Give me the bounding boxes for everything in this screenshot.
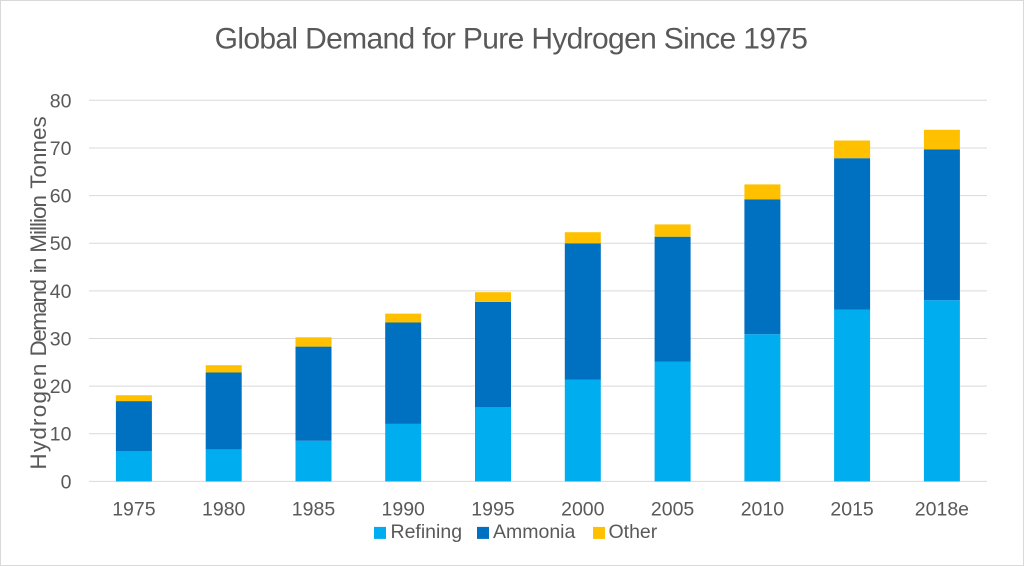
svg-text:Refining: Refining (391, 521, 463, 543)
svg-text:40: 40 (50, 281, 72, 303)
svg-text:1975: 1975 (112, 498, 156, 520)
svg-text:in: in (26, 258, 51, 273)
svg-text:Ammonia: Ammonia (493, 521, 576, 543)
svg-text:Demand: Demand (26, 279, 51, 356)
svg-text:0: 0 (61, 471, 72, 493)
svg-text:10: 10 (50, 424, 72, 446)
svg-text:20: 20 (50, 376, 72, 398)
svg-text:1980: 1980 (202, 498, 246, 520)
svg-text:60: 60 (50, 186, 72, 208)
svg-text:1985: 1985 (292, 498, 336, 520)
svg-text:2005: 2005 (651, 498, 695, 520)
svg-text:Global Demand for Pure Hydroge: Global Demand for Pure Hydrogen Since 19… (215, 23, 808, 56)
svg-text:Other: Other (609, 521, 658, 543)
svg-text:30: 30 (50, 329, 72, 351)
svg-text:2015: 2015 (830, 498, 874, 520)
svg-text:2010: 2010 (741, 498, 785, 520)
svg-text:50: 50 (50, 233, 72, 255)
svg-text:Tonnes: Tonnes (26, 116, 51, 189)
svg-text:Million: Million (26, 196, 51, 253)
svg-text:2018e: 2018e (915, 498, 969, 520)
svg-text:1990: 1990 (382, 498, 426, 520)
svg-text:70: 70 (50, 138, 72, 160)
svg-text:80: 80 (50, 90, 72, 112)
svg-text:Hydrogen: Hydrogen (26, 362, 51, 469)
svg-text:2000: 2000 (561, 498, 605, 520)
svg-text:1995: 1995 (471, 498, 515, 520)
